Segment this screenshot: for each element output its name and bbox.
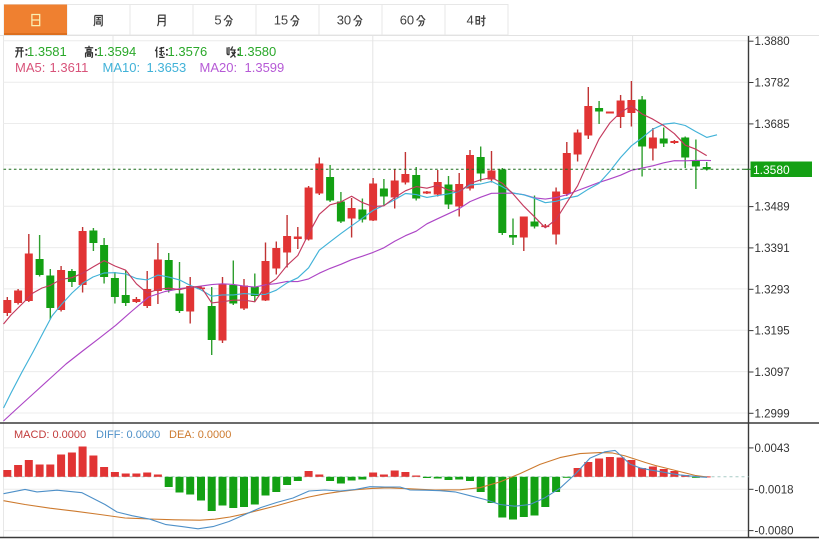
svg-text:-0.0080: -0.0080 (755, 526, 794, 538)
svg-text:MA20:: MA20: (200, 60, 238, 75)
svg-text:30: 30 (337, 13, 351, 28)
svg-text::: : (165, 44, 169, 59)
svg-text:1.3580: 1.3580 (237, 44, 277, 59)
svg-text:1.3594: 1.3594 (97, 44, 137, 59)
svg-text:15: 15 (274, 13, 288, 28)
svg-text:1.3581: 1.3581 (27, 44, 67, 59)
svg-text:1.3489: 1.3489 (755, 202, 790, 214)
svg-text:60: 60 (400, 13, 414, 28)
svg-text:0.0043: 0.0043 (755, 443, 790, 455)
svg-text:1.3293: 1.3293 (755, 284, 790, 296)
svg-text:1.3653: 1.3653 (147, 60, 187, 75)
svg-text:1.3097: 1.3097 (755, 367, 790, 379)
svg-text:1.3880: 1.3880 (755, 36, 790, 48)
svg-text:4: 4 (467, 13, 474, 28)
svg-text:5: 5 (214, 13, 221, 28)
svg-text:1.3685: 1.3685 (755, 119, 790, 131)
svg-text:1.3599: 1.3599 (245, 60, 285, 75)
svg-text:1.3782: 1.3782 (755, 78, 790, 90)
svg-text:1.3195: 1.3195 (755, 326, 790, 338)
svg-text::: : (236, 44, 240, 59)
svg-text:MA10:: MA10: (103, 60, 141, 75)
svg-text:DIFF: 0.0000: DIFF: 0.0000 (96, 429, 160, 441)
svg-text:1.2999: 1.2999 (755, 408, 790, 420)
svg-text::: : (94, 44, 98, 59)
svg-text:1.3611: 1.3611 (50, 60, 89, 75)
svg-text:-0.0018: -0.0018 (755, 484, 794, 496)
svg-text:MA5:: MA5: (15, 60, 45, 75)
svg-text::: : (24, 44, 28, 59)
svg-text:DEA: 0.0000: DEA: 0.0000 (169, 429, 231, 441)
svg-text:1.3576: 1.3576 (168, 44, 208, 59)
svg-text:MACD: 0.0000: MACD: 0.0000 (14, 429, 86, 441)
svg-text:1.3391: 1.3391 (755, 243, 790, 255)
svg-text:1.3580: 1.3580 (753, 163, 790, 177)
